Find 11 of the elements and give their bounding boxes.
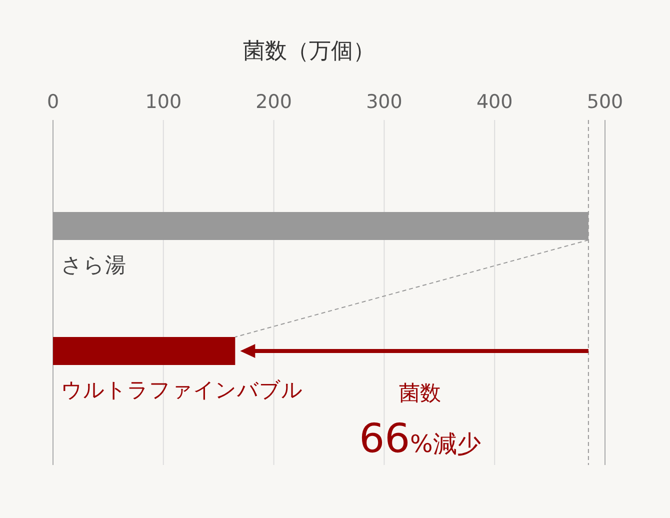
y-tick-label: ウルトラファインバブル (61, 378, 303, 402)
x-axis-title: 菌数（万個） (243, 39, 375, 64)
annotation: 菌数 (399, 381, 441, 405)
x-tick-label: 500 (586, 91, 624, 113)
x-tick-label: 200 (256, 91, 292, 113)
annotation: 66%減少 (359, 416, 481, 462)
x-tick-label: 300 (366, 91, 402, 113)
x-tick-label: 400 (476, 91, 513, 113)
y-tick-label: さら湯 (61, 253, 126, 277)
x-tick-label: 100 (145, 91, 182, 113)
x-tick-label: 0 (46, 91, 60, 113)
